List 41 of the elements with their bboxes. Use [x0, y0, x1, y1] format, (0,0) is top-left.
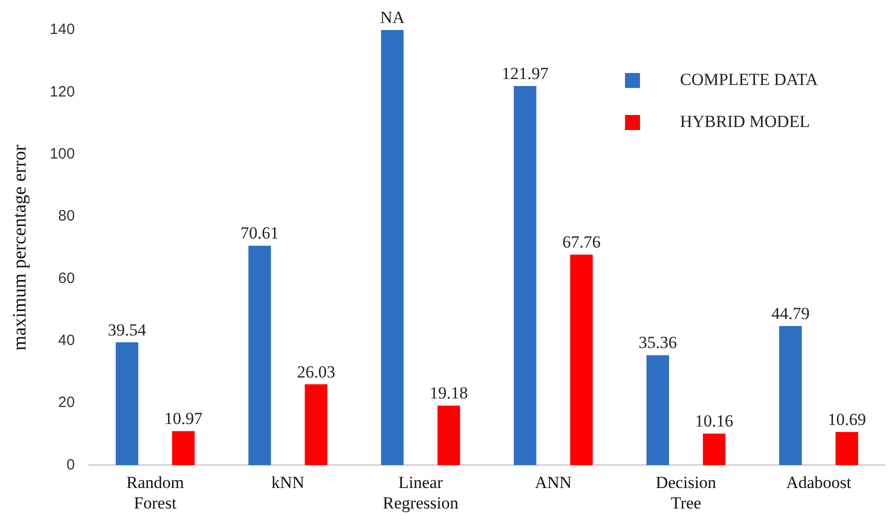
bar [836, 432, 858, 466]
bar [646, 355, 670, 466]
x-tick-label: Decision Tree [656, 472, 717, 512]
data-label: NA [380, 8, 406, 27]
data-label: 121.97 [502, 64, 549, 84]
bar [304, 384, 328, 466]
y-tick-label: 40 [58, 332, 75, 349]
bar [381, 30, 404, 466]
data-label: 19.18 [430, 384, 468, 403]
y-tick-label: 80 [58, 208, 75, 225]
y-tick-label: 60 [58, 270, 75, 287]
legend-label: HYBRID MODEL [680, 112, 810, 132]
x-tick-label: Linear Regression [382, 472, 459, 512]
y-tick-label: 20 [58, 394, 75, 412]
bar [248, 246, 271, 466]
x-tick-label: ANN [534, 472, 572, 492]
y-axis-title: maximum percentage error [9, 144, 30, 350]
data-label: 44.79 [771, 304, 810, 323]
y-tick-label: 0 [66, 456, 75, 474]
data-label: 67.76 [562, 232, 601, 252]
bar [172, 431, 195, 466]
data-label: 35.36 [638, 333, 677, 352]
bar [702, 434, 726, 466]
y-tick-label: 140 [50, 21, 75, 38]
data-label: 70.61 [240, 224, 279, 243]
data-label: 10.69 [828, 410, 866, 429]
data-label: 39.54 [108, 320, 147, 340]
bar [116, 342, 138, 466]
bar [437, 406, 460, 466]
x-tick-label: Random Forest [126, 472, 184, 512]
legend-label: COMPLETE DATA [680, 70, 818, 90]
y-tick-label: 100 [50, 145, 75, 162]
data-label: 10.16 [695, 412, 734, 431]
bar [779, 326, 802, 466]
data-label: 10.97 [164, 409, 203, 428]
y-tick-label: 120 [50, 83, 75, 100]
data-label: 26.03 [296, 362, 336, 382]
x-tick-label: Adaboost [786, 472, 852, 492]
x-tick-label: kNN [271, 472, 304, 492]
bar [570, 254, 593, 466]
bar [514, 86, 536, 466]
